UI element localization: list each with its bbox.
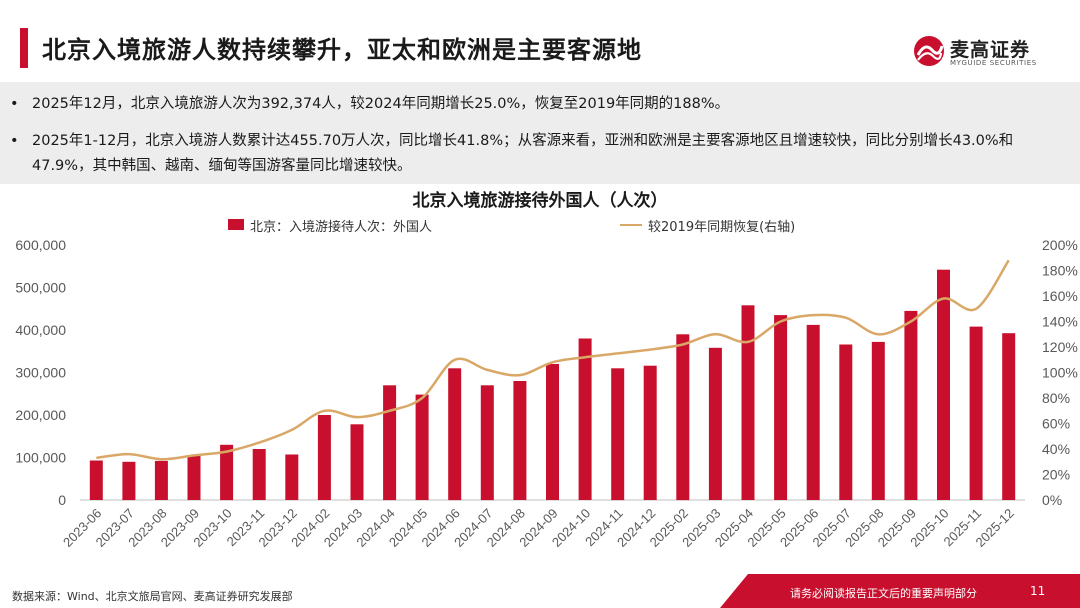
- title-bar: 北京入境旅游人数持续攀升，亚太和欧洲是主要客源地 麦高证券 MYGUIDE SE…: [0, 0, 1080, 80]
- bar-2024-10: [578, 338, 592, 500]
- y-right-tick-label: 40%: [1042, 441, 1070, 457]
- bar-2024-08: [513, 381, 527, 500]
- logo-mark-icon: [914, 36, 944, 66]
- bar-2025-09: [904, 310, 918, 500]
- bar-2023-11: [252, 449, 266, 500]
- bar-2025-11: [969, 326, 983, 500]
- bar-2024-05: [415, 394, 429, 500]
- y-right-tick-label: 0%: [1042, 492, 1062, 508]
- bar-2024-03: [350, 424, 364, 500]
- bar-2025-10: [937, 269, 950, 500]
- y-right-tick-label: 180%: [1042, 263, 1078, 279]
- y-left-tick-label: 400,000: [15, 322, 66, 338]
- bar-2024-09: [546, 364, 559, 500]
- bar-2023-07: [122, 461, 136, 501]
- disclaimer-notice: 请务必阅读报告正文后的重要声明部分: [790, 587, 977, 600]
- y-right-tick-label: 200%: [1042, 237, 1078, 253]
- bullet-dot: •: [10, 133, 19, 149]
- bar-2024-07: [480, 385, 494, 501]
- bar-2025-02: [676, 334, 690, 501]
- chart-legend: 北京：入境游接待人次：外国人 较2019年同期恢复(右轴): [0, 214, 1080, 236]
- bullet-text: 2025年12月，北京入境旅游人次为392,374人，较2024年同期增长25.…: [32, 96, 730, 112]
- y-right-tick-label: 120%: [1042, 339, 1078, 355]
- y-right-tick-label: 100%: [1042, 365, 1078, 381]
- y-left-tick-label: 0: [58, 492, 66, 508]
- bar-2025-03: [708, 347, 722, 500]
- bar-2024-02: [317, 415, 331, 500]
- y-left-tick-label: 600,000: [15, 237, 66, 253]
- data-source-note: 数据来源：Wind、北京文旅局官网、麦高证券研究发展部: [12, 590, 293, 603]
- combo-chart: 0 100,000 200,000 300,000 400,000 500,000 600,…: [15, 237, 1078, 550]
- bar-2023-08: [154, 460, 168, 500]
- page-number: 11: [1030, 584, 1046, 598]
- y-right-tick-label: 60%: [1042, 416, 1070, 432]
- legend-line-label: 较2019年同期恢复(右轴): [648, 220, 796, 235]
- bullet-dot: •: [10, 96, 19, 112]
- bar-2025-08: [871, 341, 885, 500]
- bullet-text: 2025年1-12月，北京入境游人数累计达455.70万人次，同比增长41.8%…: [32, 133, 1014, 174]
- bar-2024-04: [383, 385, 397, 501]
- y-left-tick-label: 100,000: [15, 450, 66, 466]
- y-left-tick-label: 200,000: [15, 407, 66, 423]
- y-left-tick-label: 500,000: [15, 280, 66, 296]
- recovery-line: [96, 259, 1010, 461]
- page-title: 北京入境旅游人数持续攀升，亚太和欧洲是主要客源地: [42, 36, 642, 64]
- y-right-tick-label: 80%: [1042, 390, 1070, 406]
- bar-2024-12: [643, 365, 657, 500]
- y-right-tick-label: 160%: [1042, 288, 1078, 304]
- y-left-tick-label: 300,000: [15, 365, 66, 381]
- title-accent-bar: [20, 28, 28, 68]
- bar-2025-07: [839, 344, 853, 500]
- chart-title: 北京入境旅游接待外国人（人次）: [412, 191, 668, 211]
- y-right-tick-label: 20%: [1042, 467, 1070, 483]
- bar-2025-04: [741, 305, 755, 500]
- bar-2023-06: [89, 460, 103, 500]
- bar-2025-05: [774, 315, 788, 500]
- bar-2025-06: [806, 324, 820, 500]
- logo-subtitle: MYGUIDE SECURITIES: [950, 59, 1037, 67]
- bar-2023-09: [187, 455, 201, 500]
- logo-name: 麦高证券: [950, 39, 1031, 61]
- summary-box: [0, 82, 1080, 184]
- bar-2023-10: [220, 444, 234, 501]
- legend-bar-label: 北京：入境游接待人次：外国人: [250, 220, 433, 235]
- bar-2025-12: [1002, 333, 1016, 500]
- company-logo: 麦高证券 MYGUIDE SECURITIES: [912, 32, 1052, 72]
- bar-2023-12: [285, 454, 299, 500]
- footer-band: [720, 574, 1080, 608]
- y-right-tick-label: 140%: [1042, 314, 1078, 330]
- legend-bar-swatch: [228, 219, 244, 230]
- legend-line-swatch: [620, 224, 642, 226]
- bar-2024-06: [448, 368, 462, 501]
- bar-2024-11: [611, 368, 625, 501]
